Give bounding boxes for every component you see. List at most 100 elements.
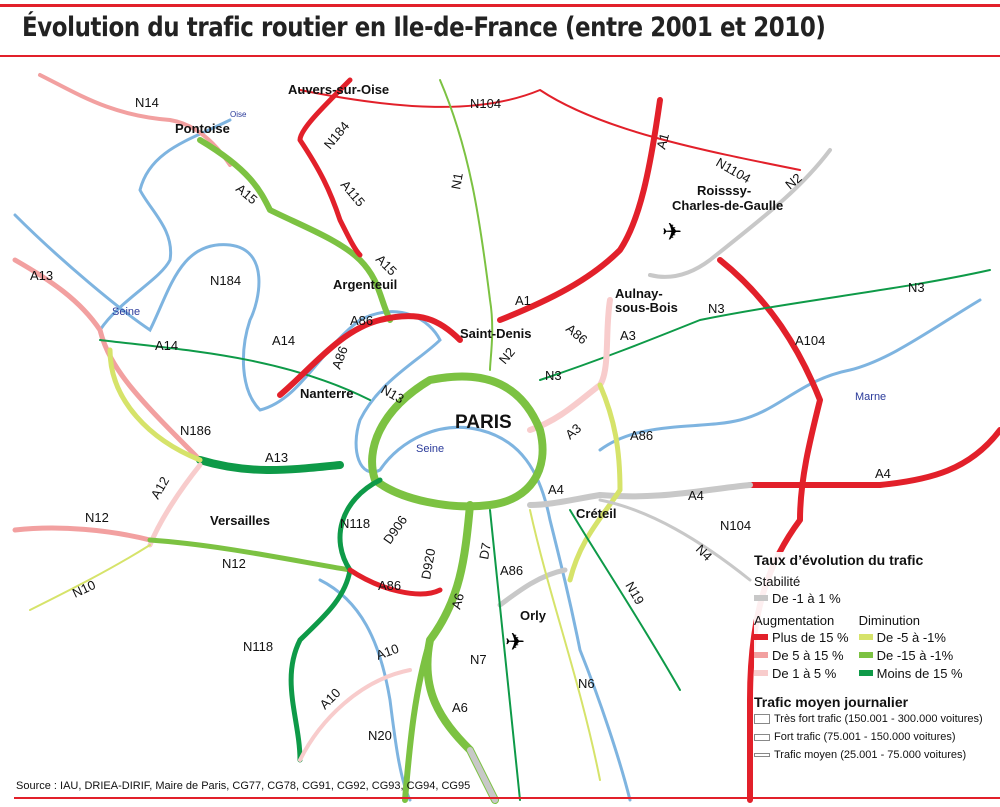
label-a104: A104 — [795, 333, 825, 348]
label-a1: A1 — [653, 132, 672, 151]
label-oise: Oise — [230, 110, 247, 119]
label-orly: Orly — [520, 608, 547, 623]
label-a3: A3 — [620, 328, 636, 343]
road-n14 — [38, 73, 232, 167]
road-periph — [368, 372, 547, 511]
road-a6b — [467, 747, 498, 803]
road-n19 — [569, 509, 681, 691]
label-n184-2: N184 — [210, 273, 241, 288]
label-n14: N14 — [135, 95, 159, 110]
legend-stability: Stabilité — [754, 574, 801, 589]
label-seine-2: Seine — [416, 443, 444, 455]
label-a4-3: A4 — [548, 482, 564, 497]
road-a3 — [527, 297, 613, 433]
label-saint-denis: Saint-Denis — [460, 326, 532, 341]
rivers — [13, 118, 982, 802]
label-paris: PARIS — [455, 412, 512, 433]
label-n20: N20 — [368, 728, 392, 743]
label-a4: A4 — [875, 466, 891, 481]
road-n104-n — [299, 89, 801, 171]
label-a6-2: A6 — [452, 700, 468, 715]
label-n104-2: N104 — [720, 518, 751, 533]
legend-decrease: Diminution De -5 à -1% De -15 à -1% Moin… — [858, 613, 963, 681]
road-n3 — [539, 269, 991, 381]
river-marne — [598, 298, 982, 452]
label-a3-2: A3 — [562, 421, 584, 443]
label-a12: A12 — [148, 474, 173, 502]
label-n3-2: N3 — [908, 280, 925, 295]
legend: Taux d’évolution du trafic Stabilité De … — [754, 552, 992, 786]
label-n2: N2 — [782, 170, 804, 192]
airport-icon: ✈ — [662, 219, 682, 246]
label-aulnay-1: Aulnay- — [615, 286, 663, 301]
label-n19: N19 — [622, 579, 647, 607]
label-n12-2: N12 — [222, 556, 246, 571]
label-creteil: Créteil — [576, 506, 616, 521]
source-note: Source : IAU, DRIEA-DIRIF, Maire de Pari… — [16, 780, 471, 792]
road-n6 — [529, 509, 601, 781]
map-labels: N14 Pontoise Oise Auvers-sur-Oise N184 A… — [30, 82, 925, 743]
label-n12: N12 — [85, 510, 109, 525]
river-seine — [13, 213, 632, 802]
label-n3: N3 — [708, 301, 725, 316]
label-versailles: Versailles — [210, 513, 270, 528]
label-n184: N184 — [321, 118, 352, 151]
label-n4: N4 — [693, 542, 715, 564]
road-n12-e — [147, 537, 353, 573]
road-a104 — [717, 257, 823, 803]
road-a13 — [12, 257, 203, 463]
label-a86-6: A86 — [500, 563, 523, 578]
label-a13-2: A13 — [265, 450, 288, 465]
label-n7: N7 — [470, 652, 487, 667]
road-n118 — [288, 477, 383, 763]
legend-stable: De -1 à 1 % — [754, 589, 992, 607]
label-n10: N10 — [70, 577, 98, 601]
roads — [12, 73, 1000, 804]
label-n118: N118 — [340, 516, 370, 531]
label-n1: N1 — [448, 172, 466, 191]
label-roissy-1: Roisssy- — [697, 183, 751, 198]
title-rule — [0, 55, 1000, 57]
road-a86-s — [347, 567, 443, 597]
label-d906: D906 — [380, 513, 410, 547]
label-a86-3: A86 — [563, 321, 590, 347]
top-rule — [0, 4, 1000, 7]
label-a6: A6 — [448, 592, 467, 611]
road-n184-n — [297, 77, 363, 258]
label-a15-2: A15 — [373, 252, 400, 279]
road-n20 — [402, 637, 433, 803]
road-n10 — [29, 544, 151, 611]
label-n186: N186 — [180, 423, 211, 438]
label-n104: N104 — [470, 96, 501, 111]
river-oise — [98, 118, 232, 332]
road-a13-e — [196, 456, 344, 474]
road-n186 — [107, 347, 203, 463]
legend-traffic-title: Trafic moyen journalier — [754, 694, 909, 710]
label-a86-5: A86 — [378, 578, 401, 593]
road-a86-orly — [497, 567, 568, 608]
road-a12 — [147, 462, 203, 548]
label-a13: A13 — [30, 268, 53, 283]
bottom-rule — [14, 797, 1000, 799]
river-seine-up — [318, 578, 412, 802]
legend-increase: Augmentation Plus de 15 % De 5 à 15 % De… — [754, 613, 849, 681]
label-n118-2: N118 — [243, 639, 273, 654]
label-a86-2: A86 — [329, 344, 351, 371]
label-n2-2: N2 — [496, 345, 518, 367]
road-a14 — [99, 339, 371, 401]
label-a14: A14 — [155, 338, 178, 353]
label-a10: A10 — [374, 641, 401, 663]
road-a15 — [197, 137, 393, 323]
label-aulnay-2: sous-Bois — [615, 300, 678, 315]
label-a4-2: A4 — [688, 488, 704, 503]
label-nanterre: Nanterre — [300, 386, 353, 401]
label-a1-2: A1 — [515, 293, 531, 308]
road-a10 — [298, 668, 412, 762]
label-pontoise: Pontoise — [175, 121, 230, 136]
label-seine: Seine — [112, 306, 140, 318]
label-roissy-2: Charles-de-Gaulle — [672, 198, 783, 213]
label-a115: A115 — [338, 177, 368, 209]
label-d920: D920 — [418, 547, 438, 580]
